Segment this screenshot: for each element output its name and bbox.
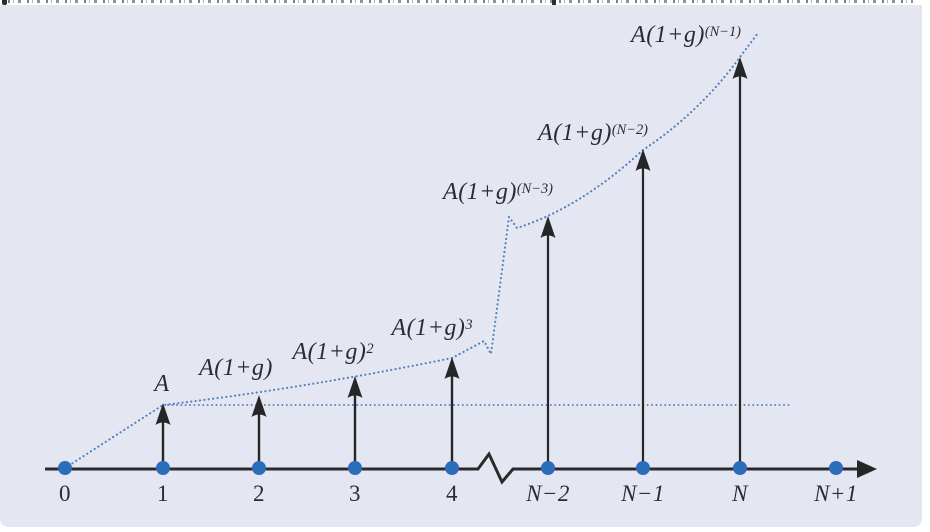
amount-label-exponent: 3 [465,317,473,333]
amount-label-a1gn3: A(1+g)(N−3) [443,179,553,206]
axis-dot [348,461,362,475]
tick-label-n: N [732,481,748,506]
cashflow-arrows [155,57,748,464]
amount-label-a: A [154,371,169,398]
tick-label-3: 3 [349,481,361,506]
figure-panel [0,5,922,527]
amount-label-exponent: 2 [366,341,374,357]
amount-label-base: A(1+g) [199,355,273,381]
tick-label-4: 4 [446,481,458,506]
amount-label-exponent: (N−2) [611,122,648,138]
axis-dot [829,461,843,475]
time-axis-line-with-break [45,451,860,485]
tick-label-1: 1 [157,481,169,506]
tick-label-n-2: N−2 [526,481,570,506]
axis-node-dots [58,461,843,475]
axis-dot [733,461,747,475]
cashflow-arrow-2 [251,395,267,464]
caption-glyph-descender [552,0,556,5]
amount-label-base: A(1+g) [292,339,367,365]
cropped-caption-text-fragments [8,0,913,3]
dotted-growth-curve [63,31,760,470]
amount-label-base: A(1+g) [631,22,705,48]
amount-label-a1g: A(1+g) [199,355,273,382]
amount-label-base: A(1+g) [443,179,517,205]
cashflow-arrow-1 [155,403,171,464]
tick-label-n+1: N+1 [814,481,858,506]
amount-label-a1gn2: A(1+g)(N−2) [538,120,648,147]
tick-label-0: 0 [59,481,71,506]
axis-dot [636,461,650,475]
cashflow-arrow-3 [347,376,363,464]
cashflow-arrow-n-2 [540,216,556,464]
cashflow-arrow-n [732,57,748,464]
amount-label-exponent: (N−1) [704,24,741,40]
time-axis [45,451,877,485]
cashflow-arrow-n-1 [635,149,651,464]
tick-label-n-1: N−1 [621,481,665,506]
tick-label-2: 2 [253,481,265,506]
axis-dot [541,461,555,475]
caption-glyph-descender [2,0,7,5]
amount-label-a1g3: A(1+g)3 [391,315,472,342]
axis-dot [445,461,459,475]
amount-label-base: A [154,371,170,397]
amount-label-base: A(1+g) [538,120,612,146]
amount-label-a1gn1: A(1+g)(N−1) [631,22,741,49]
amount-label-a1g2: A(1+g)2 [292,339,373,366]
axis-dot [58,461,72,475]
axis-dot [156,461,170,475]
axis-arrowhead-icon [857,460,877,478]
cropped-caption-strip [0,0,930,5]
axis-dot [252,461,266,475]
amount-label-exponent: (N−3) [516,181,553,197]
cashflow-arrow-4 [444,357,460,464]
amount-label-base: A(1+g) [391,315,466,341]
